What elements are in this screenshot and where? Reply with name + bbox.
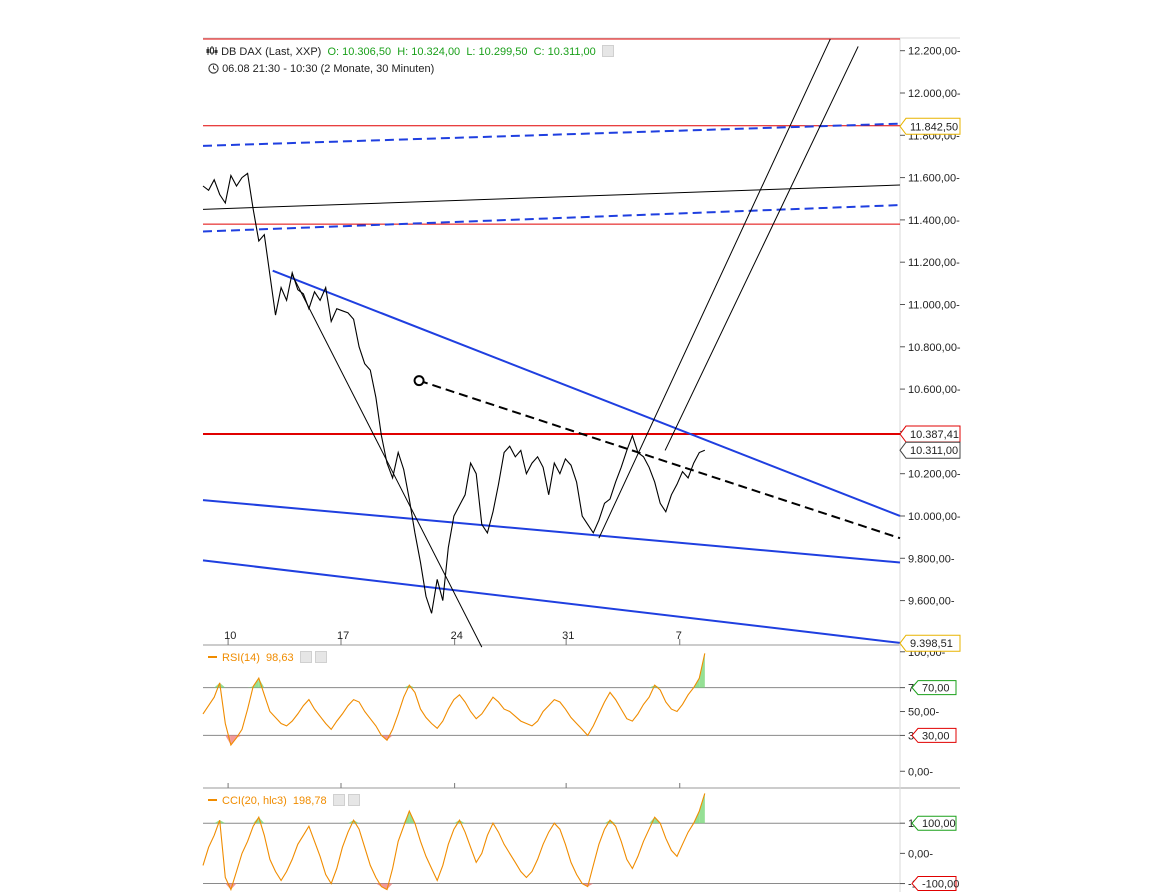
open-value: O: 10.306,50 [327,46,392,58]
price-tag [899,117,961,135]
close-value: C: 10.311,00 [533,46,596,58]
rsi-close-button[interactable] [314,651,327,664]
x-tick-label: 17 [337,630,349,642]
period-row: 06.08 21:30 - 10:30 (2 Monate, 30 Minute… [208,61,434,75]
rsi-y-tick-label: 50,00- [908,707,940,719]
chart-header: DB DAX (Last, XXP) O: 10.306,50 H: 10.32… [206,45,614,58]
trend-line [202,184,901,210]
instrument-name: DB DAX (Last, XXP) [221,46,322,58]
rsi-line [202,653,706,747]
price-tag-label: 10.387,41 [910,429,959,441]
anchor-marker [413,375,425,387]
price-tag [899,441,961,459]
price-tag-label: 9.398,51 [910,638,953,650]
cci-overbought-fill [403,811,410,824]
price-line [202,172,706,614]
cci-oversold-fill [587,883,594,887]
rsi-legend-swatch [208,656,217,659]
trend-line [202,122,901,147]
trend-line [664,46,859,451]
cci-name: CCI(20, hlc3) [222,795,287,807]
cci-level-label: -100,00 [922,879,959,891]
rsi-overbought-fill [247,686,254,688]
y-tick-label: 11.000,00- [908,299,960,311]
cci-value: 198,78 [292,795,327,807]
rsi-level-tag [911,680,957,696]
rsi-level-tag [911,727,957,743]
trend-line [202,204,901,233]
rsi-value: 98,63 [266,652,294,664]
cci-level-label: 100,00 [922,818,956,830]
trend-line [598,38,831,539]
rsi-overbought-fill [219,682,226,688]
y-tick-label: 12.000,00- [908,88,961,100]
x-tick-label: 10 [224,630,236,642]
cci-overbought-fill [253,817,259,824]
y-tick-label: 10.200,00- [908,469,961,481]
cci-oversold-fill [381,883,388,890]
cci-overbought-fill [649,817,655,824]
y-tick-label: 11.200,00- [908,257,960,269]
cci-legend-swatch [208,799,217,802]
x-tick-label: 24 [451,630,463,642]
price-tag-label: 11.842,50 [910,121,958,133]
trend-line [202,559,901,644]
cci-oversold-fill [225,883,231,890]
trend-line [202,499,901,564]
y-tick-label: 10.000,00- [908,511,961,523]
price-tag [899,634,961,652]
y-tick-label: 10.600,00- [908,384,961,396]
rsi-level-label: 70,00 [922,683,950,695]
y-tick-label: 10.800,00- [908,342,961,354]
cci-line [202,793,706,892]
cci-overbought-fill [699,793,705,824]
cci-level-tag [911,876,957,892]
price-tag-label: 10.311,00 [910,445,958,457]
trend-line [272,269,901,517]
x-tick-label: 31 [562,630,574,642]
low-value: L: 10.299,50 [466,46,528,58]
x-tick-label: 7 [676,630,682,642]
rsi-name: RSI(14) [222,652,260,664]
y-tick-label: 11.400,00- [908,215,960,227]
cci-level-tag [911,815,957,831]
settings-button[interactable] [601,45,614,58]
rsi-settings-button[interactable] [299,651,312,664]
y-tick-label: 9.800,00- [908,553,955,565]
rsi-level-label: 30,00 [922,730,950,742]
cci-close-button[interactable] [347,794,360,807]
y-tick-label: 9.600,00- [908,596,955,608]
rsi-y-tick-label: 0,00- [908,766,933,778]
trend-line [418,379,901,540]
rsi-header: RSI(14) 98,63 [208,651,327,664]
price-tag [899,425,961,443]
period-text: 06.08 21:30 - 10:30 (2 Monate, 30 Minute… [222,63,435,75]
cci-y-tick-label: 0,00- [908,848,933,860]
cci-header: CCI(20, hlc3) 198,78 [208,794,360,807]
clock-icon [208,63,219,74]
y-tick-label: 12.200,00- [908,46,961,58]
cci-settings-button[interactable] [332,794,345,807]
cci-overbought-fill [219,820,226,824]
candles-icon [206,46,218,55]
y-tick-label: 11.600,00- [908,173,960,185]
high-value: H: 10.324,00 [397,46,461,58]
